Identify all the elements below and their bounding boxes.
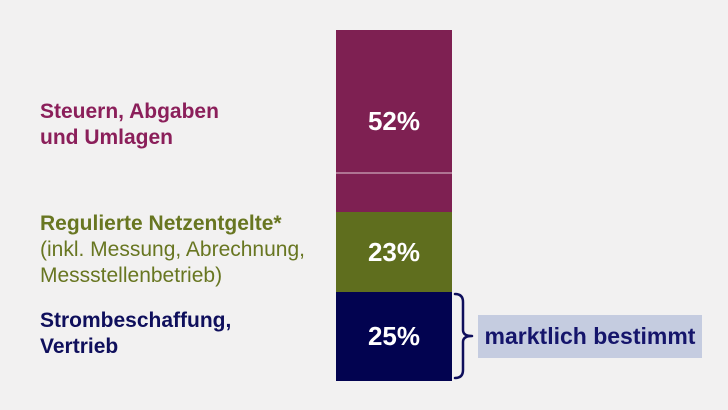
- segment-value-25: 25%: [367, 321, 421, 351]
- label-netz-line1: Regulierte Netzentgelte*: [40, 212, 282, 235]
- stacked-bar: 52% 23% 25%: [336, 30, 452, 381]
- label-steuern-line2: und Umlagen: [40, 126, 174, 149]
- label-steuern-line1: Steuern, Abgaben: [40, 100, 219, 123]
- label-strombeschaffung: Strombeschaffung, Vertrieb: [40, 308, 231, 360]
- label-netz-line3: Messstellenbetrieb): [40, 264, 223, 287]
- label-steuern-abgaben: Steuern, Abgaben und Umlagen: [40, 99, 219, 151]
- segment-value-52: 52%: [367, 105, 421, 136]
- segment-divider-line: [336, 172, 452, 174]
- annotation-text: marktlich bestimmt: [484, 323, 696, 349]
- bracket-path: [453, 292, 474, 380]
- label-strom-line2: Vertrieb: [40, 335, 119, 358]
- label-strom-line1: Strombeschaffung,: [40, 309, 232, 332]
- bar-segment-netzentgelte: 23%: [336, 212, 452, 292]
- bar-segment-steuern: 52%: [336, 30, 452, 212]
- label-regulierte-netzentgelte: Regulierte Netzentgelte* (inkl. Messung,…: [40, 211, 305, 289]
- bracket: [453, 292, 474, 380]
- bar-segment-strombeschaffung: 25%: [336, 292, 452, 381]
- label-netz-line2: (inkl. Messung, Abrechnung,: [40, 238, 305, 261]
- annotation-marktlich-bestimmt: marktlich bestimmt: [478, 315, 702, 358]
- segment-value-23: 23%: [367, 236, 421, 267]
